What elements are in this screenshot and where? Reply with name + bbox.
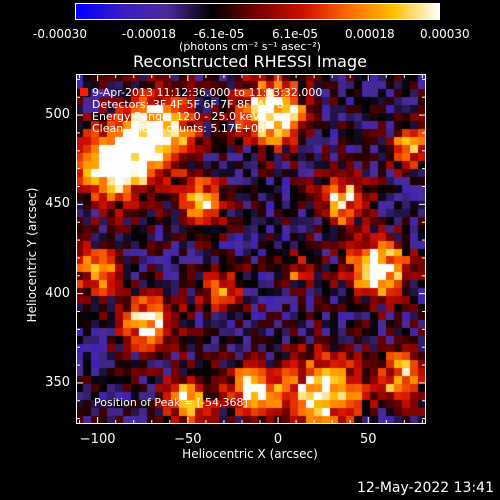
- overlay-energy-range: Energy Range: 12.0 - 25.0 keV: [92, 110, 260, 123]
- y-axis-label: Heliocentric Y (arcsec): [25, 187, 39, 323]
- overlay-detectors: Detectors: 3F 4F 5F 6F 7F 8F, Att 0: [92, 98, 284, 111]
- x-tick-label: 0: [273, 432, 283, 447]
- colorbar-tick-label: -0.00030: [33, 27, 87, 41]
- y-tick-label: 500: [45, 107, 70, 123]
- colorbar-tick-label: 0.00030: [420, 27, 470, 41]
- colorbar-tick-label: -0.00018: [122, 27, 176, 41]
- x-tick-label: 50: [359, 432, 377, 447]
- y-tick-label: 450: [45, 196, 70, 212]
- colorbar-tick-label: -6.1e-05: [194, 27, 245, 41]
- x-axis-label: Heliocentric X (arcsec): [182, 447, 318, 461]
- image-title: Reconstructed RHESSI Image: [133, 52, 367, 71]
- overlay-clean-counts: Clean Total counts: 5.17E+03: [92, 122, 266, 135]
- y-tick-label: 350: [45, 374, 70, 390]
- y-tick-label: 400: [45, 285, 70, 301]
- timestamp: 12-May-2022 13:41: [356, 480, 494, 496]
- x-tick-label: −50: [174, 432, 202, 447]
- overlay-time-range: 9-Apr-2013 11:12:36.000 to 11:13:32.000: [92, 86, 323, 99]
- overlay-peak-position: Position of Peak = [-54,368]: [94, 396, 248, 409]
- colorbar: [75, 3, 440, 20]
- x-tick-label: −100: [79, 432, 116, 447]
- colorbar-unit-label: (photons cm⁻² s⁻¹ asec⁻²): [179, 40, 321, 53]
- colorbar-tick-label: 0.00018: [345, 27, 395, 41]
- colorbar-tick-label: 6.1e-05: [272, 27, 319, 41]
- rhessi-image: [76, 74, 426, 424]
- overlay-marker: [80, 88, 88, 96]
